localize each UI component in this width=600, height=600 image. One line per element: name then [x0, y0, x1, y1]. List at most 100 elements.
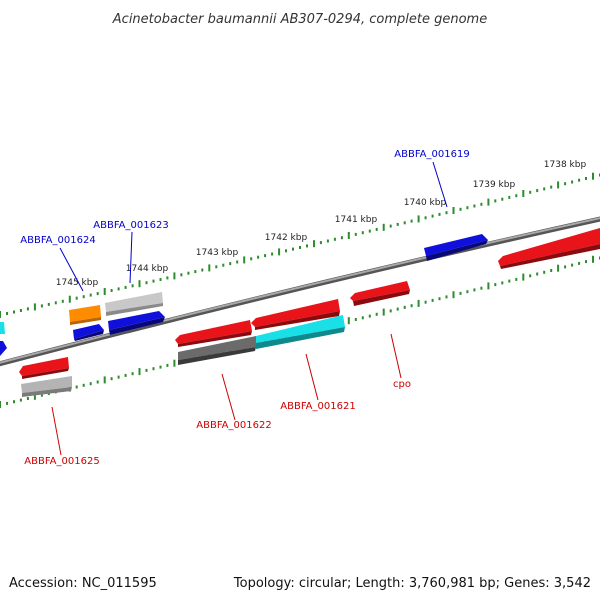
outer-minor-tick [333, 237, 336, 241]
outer-major-tick [103, 288, 106, 295]
outer-minor-tick [508, 195, 511, 199]
genome-backbone [0, 216, 600, 367]
outer-minor-tick [250, 257, 253, 261]
inner-minor-tick [124, 373, 127, 377]
outer-minor-tick [389, 224, 392, 228]
gene-red-left[interactable] [19, 357, 69, 379]
label-ABBFA_001623[interactable]: ABBFA_001623 [93, 220, 168, 231]
outer-minor-tick [124, 285, 127, 289]
outer-minor-tick [145, 281, 148, 285]
label-ABBFA_001624[interactable]: ABBFA_001624 [20, 235, 95, 246]
gene-ABBFA_001624[interactable] [69, 305, 101, 325]
inner-minor-tick [536, 272, 539, 276]
inner-minor-tick [145, 368, 148, 372]
outer-minor-tick [529, 190, 532, 194]
outer-minor-tick [459, 207, 462, 211]
gene-ABBFA_001622[interactable] [178, 336, 256, 365]
outer-major-tick [452, 207, 455, 214]
label-ABBFA_001619[interactable]: ABBFA_001619 [394, 149, 469, 160]
leader-ABBFA_001619 [432, 161, 448, 208]
inner-minor-tick [438, 297, 441, 301]
tick-label-1741: 1741 kbp [335, 215, 378, 225]
outer-minor-tick [215, 265, 218, 269]
outer-minor-tick [166, 276, 169, 280]
gene-blue-edge[interactable] [0, 341, 7, 356]
outer-minor-tick [550, 185, 553, 189]
gene-ABBFA_001619[interactable] [424, 234, 488, 261]
inner-minor-tick [473, 288, 476, 292]
outer-minor-tick [543, 187, 546, 191]
outer-minor-tick [585, 177, 587, 180]
tick-label-1745: 1745 kbp [56, 278, 99, 288]
outer-minor-tick [292, 247, 294, 251]
outer-minor-tick [424, 216, 427, 220]
outer-minor-tick [222, 263, 225, 267]
inner-minor-tick [578, 261, 581, 265]
outer-minor-tick [152, 279, 155, 283]
outer-minor-tick [361, 231, 364, 235]
inner-minor-tick [410, 304, 413, 308]
inner-minor-tick [19, 398, 22, 402]
inner-major-tick [522, 273, 525, 281]
gene-red-mid[interactable] [175, 320, 252, 347]
outer-minor-tick [326, 239, 329, 243]
outer-minor-tick [159, 278, 162, 281]
forward-genes [0, 234, 488, 356]
outer-minor-tick [354, 232, 357, 236]
gene-cpo[interactable] [350, 281, 410, 306]
outer-major-tick [382, 223, 385, 231]
outer-major-tick [347, 232, 350, 239]
label-ABBFA_001621[interactable]: ABBFA_001621 [280, 401, 355, 412]
gene-red-right-edge[interactable] [498, 228, 600, 269]
tick-label-1739: 1739 kbp [473, 180, 516, 190]
outer-major-tick [417, 215, 420, 223]
outer-minor-tick [299, 246, 301, 249]
outer-minor-tick [571, 180, 574, 184]
gene-ABBFA_001621[interactable] [251, 299, 340, 330]
label-cpo[interactable]: cpo [393, 379, 411, 390]
tick-label-1744: 1744 kbp [126, 264, 169, 274]
inner-major-tick [347, 317, 350, 325]
inner-minor-tick [75, 385, 78, 389]
outer-minor-tick [431, 214, 434, 218]
outer-minor-tick [264, 254, 267, 258]
inner-minor-tick [159, 365, 162, 369]
outer-minor-tick [285, 249, 287, 253]
outer-minor-tick [564, 182, 567, 186]
inner-minor-tick [396, 307, 399, 311]
inner-major-tick [382, 308, 385, 316]
inner-major-tick [452, 291, 455, 299]
outer-minor-tick [117, 287, 120, 291]
outer-major-tick [208, 264, 211, 272]
gene-ABBFA_001625[interactable] [21, 376, 72, 397]
outer-minor-tick [54, 301, 57, 305]
outer-minor-tick [480, 202, 483, 206]
gene-blue-left[interactable] [108, 311, 165, 335]
gene-ABBFA_001623[interactable] [105, 292, 163, 316]
outer-minor-tick [515, 194, 518, 198]
inner-major-tick [0, 401, 1, 408]
gene-cyan-mid[interactable] [256, 315, 345, 349]
outer-minor-tick [271, 252, 274, 256]
label-ABBFA_001625[interactable]: ABBFA_001625 [24, 456, 99, 467]
leader-ABBFA_001622 [221, 373, 236, 421]
leader-ABBFA_001621 [305, 353, 319, 401]
gene-blue-small-left[interactable] [73, 324, 104, 341]
inner-minor-tick [571, 263, 574, 267]
gene-cyan-edge[interactable] [0, 322, 5, 334]
inner-minor-tick [40, 393, 43, 397]
outer-tick-ring [0, 172, 600, 318]
outer-major-tick [33, 303, 36, 311]
inner-minor-tick [564, 265, 567, 269]
inner-minor-tick [494, 283, 497, 287]
outer-major-tick [0, 311, 1, 318]
label-ABBFA_001622[interactable]: ABBFA_001622 [196, 420, 271, 431]
outer-minor-tick [403, 221, 406, 225]
leader-ABBFA_001624 [59, 247, 84, 292]
outer-minor-tick [180, 273, 183, 277]
inner-minor-tick [117, 375, 120, 379]
inner-minor-tick [368, 314, 371, 318]
tick-label-1740: 1740 kbp [404, 198, 447, 208]
outer-minor-tick [375, 227, 378, 231]
outer-major-tick [278, 248, 281, 256]
